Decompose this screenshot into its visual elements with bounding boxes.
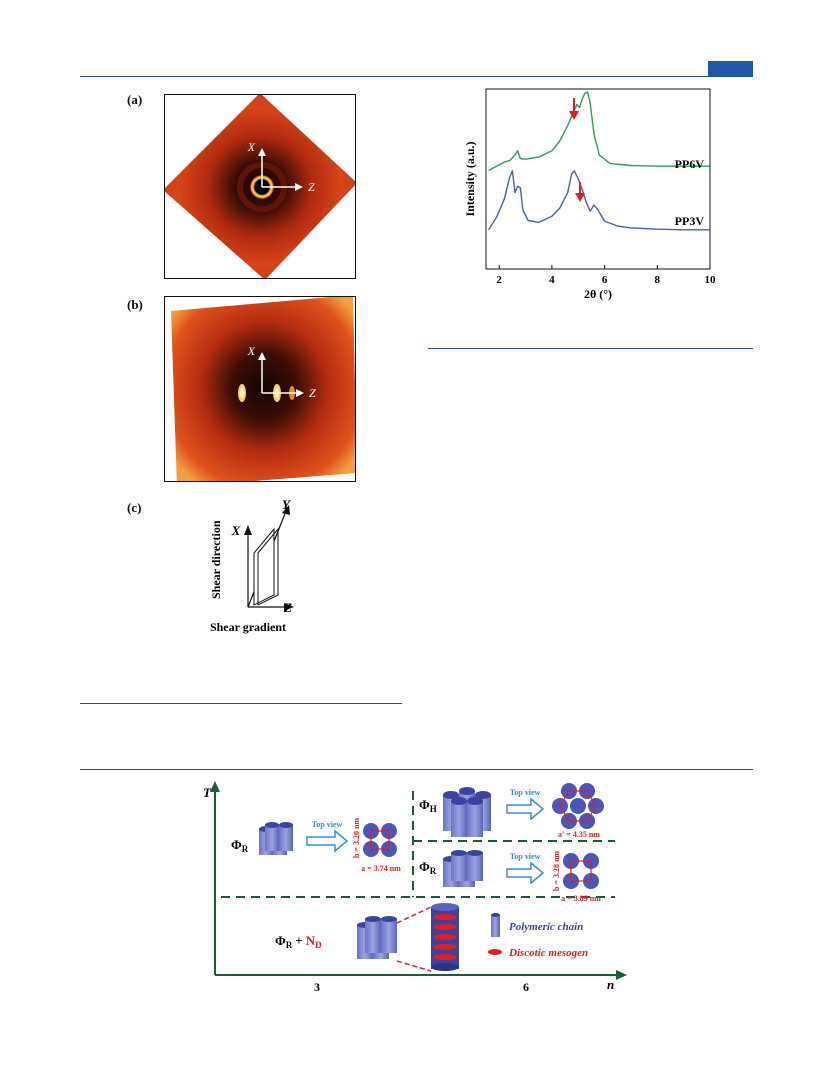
xrd-ylabel: Intensity (a.u.) bbox=[463, 141, 477, 216]
lattice-a-prime: a' = 4.35 nm bbox=[558, 830, 600, 839]
phase-x-tick-3: 3 bbox=[314, 980, 320, 994]
lattice-b-right: b = 3.28 nm bbox=[552, 851, 561, 891]
panel-label-b: (b) bbox=[127, 297, 143, 312]
xrd-xlabel: 2θ (°) bbox=[584, 287, 612, 301]
top-view-arrow-right bbox=[506, 861, 545, 885]
zoomed-column bbox=[431, 903, 459, 971]
xrd-x-tick-label: 4 bbox=[549, 274, 555, 286]
legend-chain-icon bbox=[491, 913, 500, 937]
lattice-a-right: a = 3.89 nm bbox=[561, 894, 601, 903]
phase-phi-r-nd: ΦR + ND bbox=[275, 933, 322, 950]
zoom-dashes bbox=[396, 906, 432, 972]
xray-b-axis-z: Z bbox=[309, 386, 316, 400]
xrd-x-tick-label: 2 bbox=[496, 274, 502, 286]
xray-b-axis-x: X bbox=[247, 344, 256, 358]
top-view-arrow-left bbox=[306, 829, 349, 853]
left-column-rule bbox=[80, 703, 402, 704]
rectangular-columns-left bbox=[259, 822, 293, 855]
legend-mesogen-label: Discotic mesogen bbox=[508, 947, 588, 959]
columns-with-mesogens bbox=[357, 916, 397, 959]
phase-x-tick-6: 6 bbox=[523, 980, 529, 994]
xray-a-axis-x: X bbox=[247, 140, 256, 154]
xrd-series-pp3v bbox=[488, 170, 710, 231]
phase-phi-r-left: ΦR bbox=[231, 837, 249, 854]
header-rule bbox=[80, 76, 753, 77]
panel-label-a: (a) bbox=[127, 92, 143, 107]
xrd-x-tick-label: 8 bbox=[655, 274, 661, 286]
xrd-legend-pp6v: PP6V bbox=[675, 157, 705, 171]
legend-mesogen-icon bbox=[488, 949, 502, 955]
phase-x-axis-label: n bbox=[607, 977, 614, 992]
xray-a-axis-z: Z bbox=[308, 180, 315, 194]
top-view-hex bbox=[552, 783, 604, 829]
xrd-chart: 2 4 6 8 10 Intensity (a.u.) 2θ (°) PP6V PP3V bbox=[463, 88, 717, 301]
top-view-label-h: Top view bbox=[510, 788, 541, 797]
xrd-plot-frame bbox=[485, 88, 711, 270]
shear-schematic: X Y Z Shear direction Shear gradient bbox=[209, 497, 294, 634]
right-column-rule bbox=[428, 348, 753, 349]
xray-pattern-b: X Z bbox=[164, 296, 356, 482]
lattice-b-left: b = 3.20 nm bbox=[352, 818, 361, 858]
lattice-a-left: a = 3.74 nm bbox=[361, 864, 401, 873]
panel-label-c: (c) bbox=[127, 500, 142, 515]
xray-pattern-a: X Z bbox=[164, 94, 356, 279]
hexagonal-columns bbox=[443, 787, 491, 837]
top-view-label-right: Top view bbox=[510, 852, 541, 861]
legend-chain-label: Polymeric chain bbox=[509, 921, 583, 933]
schematic-axis-z: Z bbox=[283, 600, 292, 615]
phase-phi-r-right: ΦR bbox=[419, 859, 437, 876]
phase-diagram: T n 3 6 ΦR Top view b = 3.20 nm a = 3.74… bbox=[203, 781, 627, 994]
phase-phi-h: ΦH bbox=[419, 797, 437, 814]
xrd-x-tick-label: 10 bbox=[705, 274, 717, 286]
xrd-legend-pp3v: PP3V bbox=[675, 214, 705, 228]
shear-direction-label: Shear direction bbox=[209, 520, 223, 599]
xrd-x-tick-label: 6 bbox=[602, 274, 608, 286]
figure-top-rule bbox=[80, 769, 753, 770]
xrd-arrow-pp6v bbox=[569, 98, 579, 120]
top-view-rect-left bbox=[363, 823, 397, 857]
xrd-arrow-pp3v bbox=[575, 182, 585, 202]
header-tab bbox=[708, 61, 753, 76]
top-view-rect-right bbox=[563, 853, 599, 889]
rectangular-columns-right bbox=[443, 850, 483, 887]
phase-y-axis-label: T bbox=[203, 785, 212, 800]
schematic-axis-x: X bbox=[231, 523, 241, 538]
top-view-label-left: Top view bbox=[312, 820, 343, 829]
top-view-arrow-h bbox=[506, 797, 545, 821]
schematic-axis-y: Y bbox=[282, 497, 291, 512]
shear-gradient-label: Shear gradient bbox=[210, 620, 286, 634]
